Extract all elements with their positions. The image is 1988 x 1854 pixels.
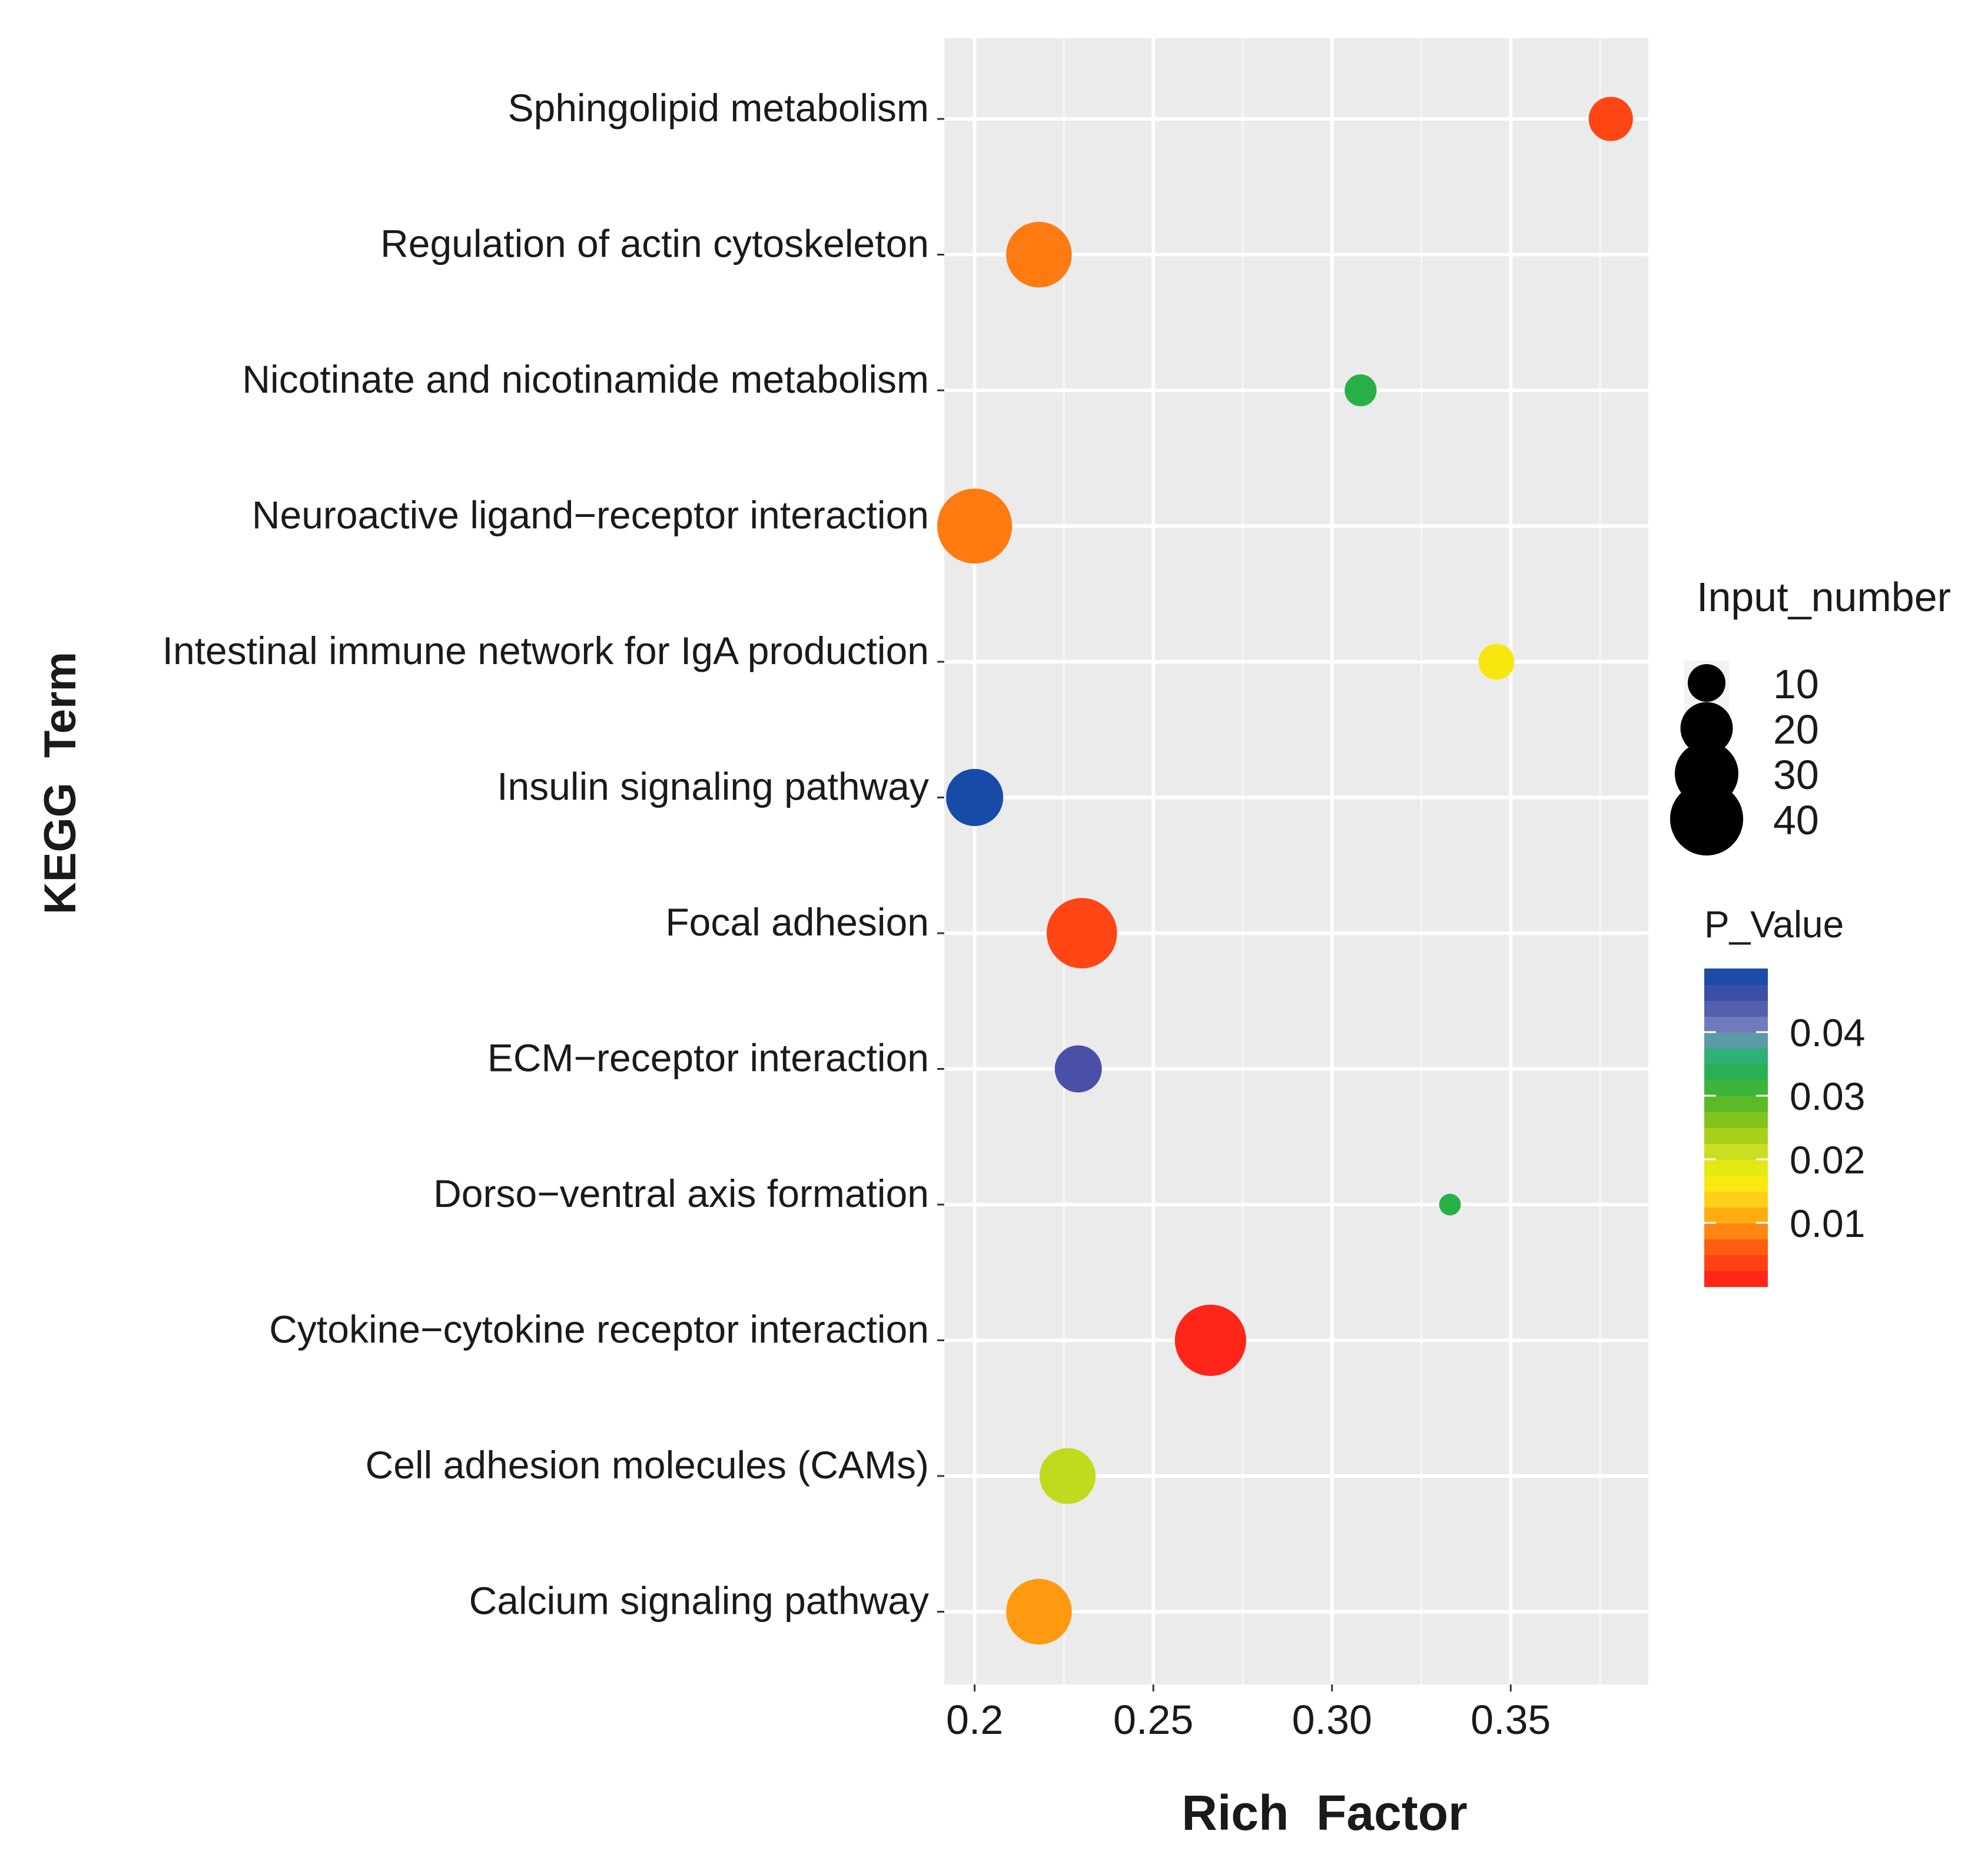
colorbar-band [1704, 1048, 1768, 1064]
colorbar-band [1704, 1127, 1768, 1144]
y-tick-label: Cell adhesion molecules (CAMs) [366, 1443, 929, 1487]
colorbar-band [1704, 1064, 1768, 1080]
colorbar-band [1704, 1112, 1768, 1128]
color-legend: P_Value 0.04 0.03 0.02 0.01 [1704, 903, 1865, 1287]
size-legend-label: 10 [1773, 661, 1819, 707]
size-legend-label: 30 [1773, 752, 1819, 798]
y-tick-label: Calcium signaling pathway [469, 1579, 929, 1623]
colorbar-tick-label: 0.02 [1790, 1138, 1865, 1182]
data-point [1478, 644, 1515, 680]
axes: 0.2 0.25 0.30 0.35 Sphingolipid metabolism Re… [162, 86, 1551, 1743]
colorbar-band [1704, 1096, 1768, 1112]
colorbar-band [1704, 1000, 1768, 1017]
size-legend-dot [1680, 702, 1733, 755]
data-point [1006, 1578, 1072, 1645]
data-points [937, 97, 1633, 1645]
data-point [1054, 1045, 1102, 1093]
y-tick-label: Insulin signaling pathway [497, 765, 929, 808]
x-tick-label: 0.25 [1113, 1697, 1193, 1743]
data-point [1006, 221, 1072, 288]
size-legend-dot [1670, 782, 1744, 856]
color-legend-title: P_Value [1704, 903, 1844, 946]
size-legend-label: 20 [1773, 707, 1819, 752]
y-tick-label: Dorso−ventral axis formation [433, 1172, 929, 1215]
y-tick-label: Nicotinate and nicotinamide metabolism [242, 357, 929, 401]
x-tick-label: 0.30 [1292, 1697, 1372, 1743]
data-point [1039, 1448, 1096, 1504]
data-point [1588, 97, 1633, 141]
colorbar-band [1704, 1223, 1768, 1239]
data-point [937, 488, 1013, 564]
colorbar-tick-label: 0.04 [1790, 1011, 1865, 1054]
colorbar-tick-label: 0.01 [1790, 1202, 1865, 1245]
colorbar-band [1704, 984, 1768, 1001]
y-axis-title: KEGG Term [35, 652, 85, 914]
x-axis-title: Rich Factor [1181, 1785, 1467, 1840]
panel-background [944, 38, 1648, 1684]
y-tick-label: Focal adhesion [665, 900, 929, 944]
data-point [946, 768, 1004, 827]
colorbar-band [1704, 1255, 1768, 1271]
data-point [1174, 1304, 1246, 1377]
size-legend-title: Input_number [1697, 574, 1951, 620]
colorbar-band [1704, 1175, 1768, 1192]
y-tick-label: Neuroactive ligand−receptor interaction [252, 493, 929, 537]
data-point [1046, 898, 1117, 969]
colorbar-band [1704, 1207, 1768, 1223]
colorbar-band [1704, 1032, 1768, 1049]
data-point [1345, 374, 1377, 407]
colorbar-band [1704, 1191, 1768, 1208]
data-point [1439, 1193, 1461, 1216]
colorbar-band [1704, 1239, 1768, 1255]
y-tick-label: Sphingolipid metabolism [508, 86, 929, 130]
x-tick-label: 0.2 [946, 1697, 1003, 1743]
colorbar-band [1704, 1143, 1768, 1160]
colorbar-band [1704, 1080, 1768, 1096]
y-tick-label: ECM−receptor interaction [487, 1036, 929, 1080]
colorbar-band [1704, 969, 1768, 985]
x-tick-label: 0.35 [1471, 1697, 1551, 1743]
size-legend-dot [1687, 664, 1726, 702]
colorbar-band [1704, 1016, 1768, 1033]
y-tick-label: Regulation of actin cytoskeleton [380, 222, 929, 266]
colorbar-band [1704, 1271, 1768, 1287]
colorbar-band [1704, 1159, 1768, 1176]
y-tick-label: Intestinal immune network for IgA produc… [162, 629, 929, 672]
size-legend-label: 40 [1773, 797, 1819, 843]
colorbar-tick-label: 0.03 [1790, 1074, 1865, 1118]
y-tick-label: Cytokine−cytokine receptor interaction [269, 1308, 929, 1351]
grid-lines [944, 38, 1648, 1684]
